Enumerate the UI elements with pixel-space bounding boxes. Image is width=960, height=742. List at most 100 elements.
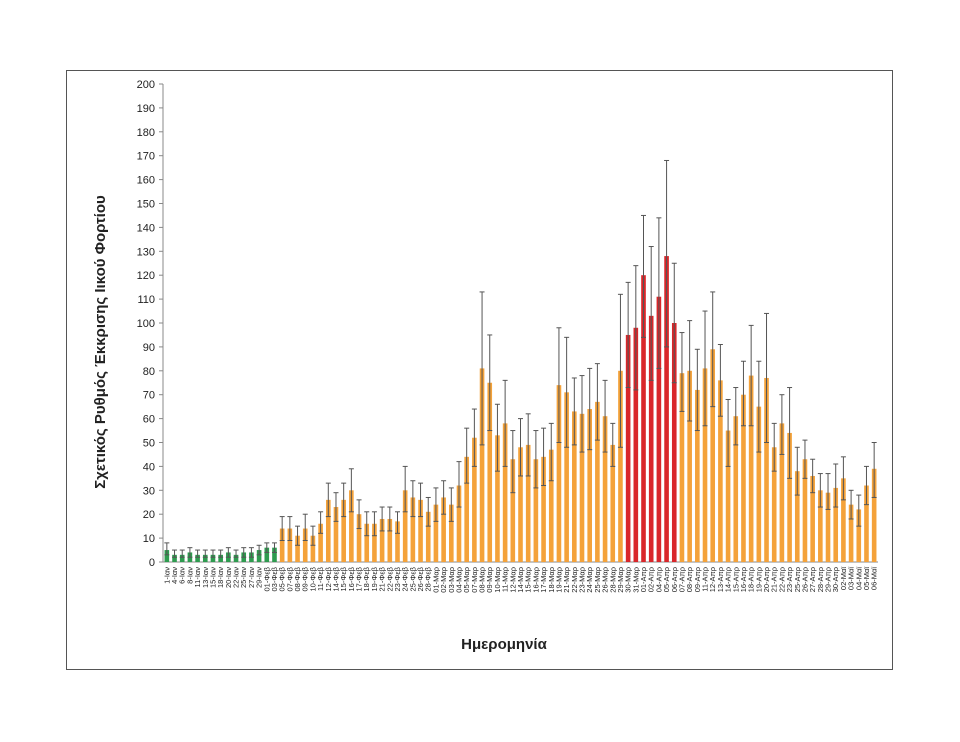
x-tick-label: 18-Ιαν bbox=[216, 567, 225, 588]
error-bar bbox=[725, 398, 731, 467]
error-bar bbox=[364, 511, 370, 537]
error-bar bbox=[418, 482, 424, 518]
error-bar bbox=[564, 336, 570, 448]
error-bar bbox=[594, 363, 600, 441]
error-bar bbox=[525, 413, 531, 477]
y-tick-label: 0 bbox=[149, 557, 155, 569]
error-bar bbox=[602, 379, 608, 453]
bar bbox=[664, 256, 669, 562]
bar bbox=[725, 430, 731, 562]
x-tick-label: 11-Ιαν bbox=[193, 567, 202, 588]
bar bbox=[548, 449, 554, 562]
x-tick-label: 29-Μαρ bbox=[616, 567, 625, 593]
x-tick-label: 26-Μαρ bbox=[601, 567, 610, 593]
y-tick-label: 130 bbox=[137, 246, 155, 258]
chart-frame: 0 10 20 30 40 50 60 70 80 90 100 110 120 130 140 150 160… bbox=[66, 70, 893, 670]
y-tick-label: 170 bbox=[137, 151, 155, 163]
bar bbox=[233, 554, 239, 562]
bar bbox=[264, 547, 270, 562]
bar bbox=[472, 437, 477, 562]
x-tick-label: 30-Μαρ bbox=[624, 567, 633, 593]
bar bbox=[671, 323, 677, 562]
bar bbox=[572, 411, 577, 562]
error-bar bbox=[487, 334, 493, 432]
y-tick-label: 100 bbox=[137, 318, 155, 330]
x-tick-label: 19-Μαρ bbox=[554, 567, 563, 593]
bar bbox=[871, 468, 877, 562]
x-tick-label: 07-Φεβ bbox=[285, 566, 294, 591]
x-tick-label: 22-Μαρ bbox=[570, 567, 579, 593]
bars-layer bbox=[164, 256, 877, 562]
bar bbox=[618, 370, 623, 562]
x-tick-label: 11-Απρ bbox=[701, 567, 710, 592]
error-bar bbox=[425, 496, 431, 527]
x-tick-label: 20-Ιαν bbox=[224, 567, 233, 588]
error-bar bbox=[694, 348, 700, 432]
bar bbox=[218, 554, 223, 562]
error-bar bbox=[856, 494, 862, 527]
bar bbox=[718, 380, 723, 562]
error-bar bbox=[687, 320, 693, 422]
x-tick-label: 15-Μαρ bbox=[524, 567, 533, 593]
x-tick-label: 18-Φεβ bbox=[362, 566, 371, 591]
y-tick-label: 90 bbox=[143, 342, 155, 354]
bar bbox=[695, 389, 700, 562]
x-tick-label: 30-Απρ bbox=[831, 567, 840, 592]
bar bbox=[372, 523, 377, 562]
bar bbox=[641, 275, 646, 562]
x-tick-label: 06-Απρ bbox=[670, 567, 679, 592]
x-tick-label: 15-Ιαν bbox=[208, 567, 217, 588]
bar bbox=[864, 485, 869, 562]
x-tick-label: 26-Φεβ bbox=[416, 566, 425, 591]
error-bar bbox=[433, 487, 439, 522]
x-tick-label: 02-Απρ bbox=[647, 567, 656, 592]
error-bar bbox=[833, 463, 839, 508]
x-tick-label: 14-Απρ bbox=[724, 567, 733, 592]
x-tick-label: 21-Απρ bbox=[770, 567, 779, 592]
error-bar bbox=[587, 367, 593, 451]
error-bar bbox=[825, 473, 831, 510]
x-tick-label: 27-Ιαν bbox=[247, 567, 256, 588]
x-axis-title: Ημερομηνία bbox=[461, 636, 547, 653]
error-bar bbox=[518, 418, 523, 477]
y-tick-label: 180 bbox=[137, 127, 155, 139]
error-bar bbox=[187, 547, 193, 558]
error-bar bbox=[441, 480, 447, 515]
x-tick-label: 16-Μαρ bbox=[531, 567, 540, 593]
error-bar bbox=[479, 291, 485, 446]
bar bbox=[794, 471, 800, 562]
error-bar bbox=[310, 525, 316, 546]
error-bar bbox=[279, 516, 285, 541]
x-tick-label: 02-Μαρ bbox=[439, 567, 448, 593]
error-bar bbox=[748, 324, 754, 427]
bar bbox=[402, 490, 408, 562]
error-bar bbox=[510, 430, 516, 494]
error-bar bbox=[641, 214, 647, 338]
error-bar bbox=[541, 427, 547, 487]
bar bbox=[333, 507, 339, 562]
bar bbox=[602, 416, 608, 562]
bar bbox=[779, 423, 785, 562]
error-bar bbox=[225, 547, 231, 558]
x-tick-label: 04-Μαϊ bbox=[854, 567, 863, 590]
y-tick-label: 10 bbox=[143, 533, 155, 545]
x-tick-label: 05-Φεβ bbox=[278, 566, 287, 591]
x-tick-label: 28-Φεβ bbox=[424, 566, 433, 591]
bar bbox=[441, 497, 446, 562]
x-tick-label: 01-Φεβ bbox=[262, 566, 271, 591]
error-bar bbox=[840, 456, 846, 501]
x-tick-label: 01-Μαρ bbox=[431, 567, 440, 593]
error-bar bbox=[494, 403, 500, 472]
axis-layer: 0 10 20 30 40 50 60 70 80 90 100 110 120 130 140 150 160… bbox=[137, 79, 878, 569]
x-tick-label: 14-Φεβ bbox=[331, 566, 340, 591]
error-bar bbox=[341, 482, 347, 518]
error-bar bbox=[448, 487, 454, 522]
bar bbox=[341, 499, 346, 562]
bar bbox=[802, 459, 808, 562]
error-bar bbox=[256, 544, 262, 556]
y-tick-label: 200 bbox=[137, 79, 155, 91]
x-tick-label: 28-Απρ bbox=[816, 567, 825, 592]
bar bbox=[279, 528, 285, 562]
x-tick-label: 10-Φεβ bbox=[308, 566, 317, 591]
error-bar bbox=[764, 312, 770, 443]
